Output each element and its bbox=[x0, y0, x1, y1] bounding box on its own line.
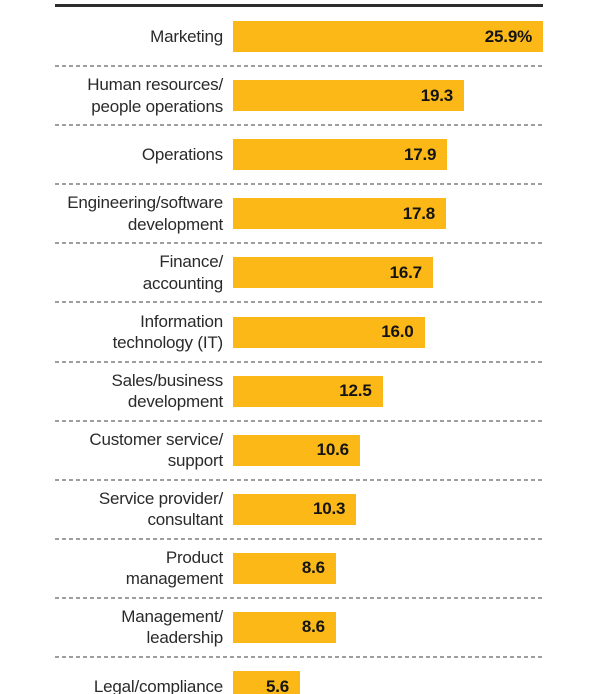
category-label-line: Legal/compliance bbox=[93, 676, 223, 694]
category-label-line: Marketing bbox=[150, 26, 223, 46]
category-label: Customer service/support bbox=[55, 429, 223, 472]
bar: 12.5 bbox=[233, 375, 383, 407]
value-label: 25.9% bbox=[484, 26, 532, 46]
category-label-line: management bbox=[125, 569, 223, 589]
category-label: Finance/accounting bbox=[55, 251, 223, 294]
value-label: 16.0 bbox=[381, 322, 414, 342]
chart-row: Management/leadership 8.6 bbox=[55, 596, 543, 657]
category-label: Engineering/software development bbox=[55, 192, 223, 235]
category-label-line: Management/ bbox=[121, 606, 223, 626]
category-label-line: support bbox=[167, 451, 224, 471]
bar-track: 25.9% bbox=[233, 21, 543, 53]
category-label: Product management bbox=[55, 547, 223, 590]
bar: 10.3 bbox=[233, 493, 357, 525]
category-label-line: leadership bbox=[146, 628, 224, 648]
bar: 10.6 bbox=[233, 434, 360, 466]
bar-track: 19.3 bbox=[233, 80, 543, 112]
chart-row: Finance/accounting 16.7 bbox=[55, 242, 543, 302]
bar-track: 5.6 bbox=[233, 671, 543, 694]
chart-row: Product management 8.6 bbox=[55, 537, 543, 598]
category-label: Service provider/consultant bbox=[55, 488, 223, 531]
bar-track: 8.6 bbox=[233, 552, 543, 584]
chart-row: Marketing 25.9% bbox=[55, 7, 543, 66]
category-label-line: Information bbox=[140, 311, 223, 331]
value-label: 17.9 bbox=[403, 144, 437, 164]
value-label: 17.8 bbox=[402, 203, 436, 223]
category-label-line: development bbox=[127, 392, 223, 412]
bar-track: 10.6 bbox=[233, 434, 543, 466]
bar: 17.8 bbox=[233, 198, 447, 230]
chart-rows: Marketing 25.9% Human resources/people o… bbox=[55, 7, 543, 694]
chart-row: Human resources/people operations 19.3 bbox=[55, 65, 543, 125]
bar-track: 16.0 bbox=[233, 316, 543, 348]
bar-track: 17.9 bbox=[233, 139, 543, 171]
category-label-line: Engineering/software bbox=[67, 193, 223, 213]
value-label: 10.3 bbox=[312, 499, 346, 519]
value-label: 19.3 bbox=[420, 85, 453, 105]
chart-area: Marketing 25.9% Human resources/people o… bbox=[55, 4, 543, 694]
chart-row: Service provider/consultant 10.3 bbox=[55, 478, 543, 539]
category-label-line: Sales/business bbox=[111, 370, 223, 390]
bar: 16.0 bbox=[233, 316, 425, 348]
bar-track: 12.5 bbox=[233, 375, 543, 407]
bar-track: 17.8 bbox=[233, 198, 543, 230]
chart-row: Engineering/software development 17.8 bbox=[55, 183, 543, 243]
value-label: 12.5 bbox=[339, 381, 372, 401]
category-label: Operations bbox=[55, 144, 223, 166]
category-label-line: Human resources/ bbox=[87, 75, 223, 95]
bar: 16.7 bbox=[233, 257, 433, 289]
top-rule bbox=[55, 4, 543, 7]
category-label-line: accounting bbox=[142, 273, 223, 293]
bar-track: 10.3 bbox=[233, 493, 543, 525]
category-label: Sales/business development bbox=[55, 370, 223, 413]
category-label: Information technology (IT) bbox=[55, 311, 224, 354]
category-label-line: Product bbox=[165, 547, 223, 567]
chart-row: Operations 17.9 bbox=[55, 124, 543, 184]
bar: 17.9 bbox=[233, 139, 448, 171]
category-label: Management/leadership bbox=[55, 606, 223, 649]
value-label: 16.7 bbox=[389, 262, 422, 282]
bar: 19.3 bbox=[233, 80, 464, 112]
bar: 5.6 bbox=[233, 671, 301, 694]
bar: 8.6 bbox=[233, 611, 336, 643]
category-label-line: Operations bbox=[141, 144, 223, 164]
chart-row: Information technology (IT) 16.0 bbox=[55, 301, 543, 361]
bar-track: 16.7 bbox=[233, 257, 543, 289]
value-label: 8.6 bbox=[301, 617, 325, 637]
bar-track: 8.6 bbox=[233, 611, 543, 643]
value-label: 5.6 bbox=[265, 676, 290, 694]
category-label-line: Customer service/ bbox=[89, 429, 223, 449]
bar: 25.9% bbox=[233, 21, 543, 53]
chart-row: Legal/compliance 5.6 bbox=[55, 656, 543, 694]
category-label-line: development bbox=[127, 214, 223, 234]
category-label-line: Finance/ bbox=[159, 252, 223, 272]
category-label-line: Service provider/ bbox=[98, 488, 223, 508]
category-label-line: consultant bbox=[147, 510, 224, 530]
chart-row: Customer service/support 10.6 bbox=[55, 419, 543, 480]
chart-row: Sales/business development 12.5 bbox=[55, 360, 543, 421]
value-label: 10.6 bbox=[316, 440, 349, 460]
category-label-line: technology (IT) bbox=[112, 333, 224, 353]
value-label: 8.6 bbox=[301, 558, 325, 578]
category-label-line: people operations bbox=[91, 96, 223, 116]
category-label: Legal/compliance bbox=[55, 676, 223, 694]
category-label: Marketing bbox=[55, 26, 223, 48]
bar: 8.6 bbox=[233, 552, 336, 584]
category-label: Human resources/people operations bbox=[55, 74, 223, 117]
